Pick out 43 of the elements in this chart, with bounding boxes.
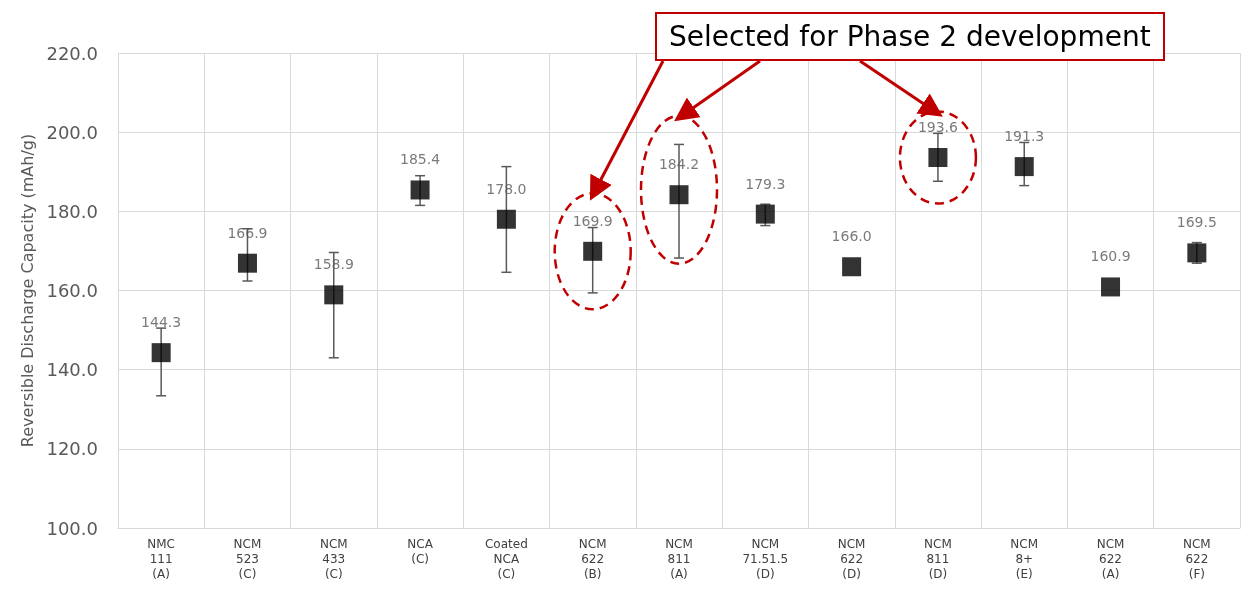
data-label: 193.6 — [917, 119, 959, 135]
data-label: 179.3 — [745, 175, 786, 192]
point — [410, 180, 430, 200]
data-label: 144.3 — [141, 314, 182, 331]
y-tick-label: 200.0 — [46, 121, 98, 143]
y-tick-label: 100.0 — [46, 517, 98, 539]
point — [842, 257, 862, 277]
point — [324, 285, 344, 305]
point — [755, 204, 775, 224]
point — [1014, 157, 1034, 177]
y-tick-label: 160.0 — [46, 280, 98, 301]
x-tick-label: NCM 71.51.5 (D) — [742, 536, 789, 581]
point — [496, 209, 516, 229]
point — [928, 148, 948, 167]
x-tick-label: NCM 523 (C) — [233, 536, 262, 581]
data-label: 185.4 — [400, 151, 441, 168]
y-tick-label: 220.0 — [46, 42, 98, 64]
data-label: 160.9 — [1090, 248, 1131, 265]
data-label: 169.5 — [1176, 214, 1217, 231]
x-tick-label: NCM 8+ (E) — [1010, 536, 1039, 581]
x-tick-label: NCM 622 (B) — [578, 536, 607, 581]
text: Selected for Phase 2 development — [655, 12, 1165, 61]
y-tick-label: 180.0 — [46, 200, 98, 222]
x-tick-label: Coated NCA (C) — [484, 536, 528, 581]
x-tick-label: NCM 622 (A) — [1096, 536, 1125, 581]
x-tick-label: NCM 811 (D) — [924, 536, 952, 581]
point — [669, 185, 689, 205]
data-label: 169.9 — [572, 212, 613, 229]
point — [237, 253, 257, 273]
x-tick-label: NCA (C) — [407, 536, 434, 566]
x-tick-label: NCM 811 (A) — [665, 536, 693, 581]
point — [1101, 277, 1121, 297]
data-label: 166.0 — [831, 228, 872, 245]
x-tick-label: NCM 622 (F) — [1182, 536, 1211, 581]
point — [583, 241, 603, 261]
point — [151, 343, 171, 363]
x-tick-label: NCM 433 (C) — [319, 536, 348, 581]
data-label: 191.3 — [1004, 128, 1045, 145]
x-tick-label: NMC 111 (A) — [147, 536, 176, 581]
y-axis-title: Reversible Discharge Capacity (mAh/g) — [18, 133, 38, 448]
y-tick-label: 140.0 — [46, 359, 98, 381]
x-tick-label: NCM 622 (D) — [837, 536, 866, 581]
y-tick-label: 120.0 — [46, 438, 98, 460]
